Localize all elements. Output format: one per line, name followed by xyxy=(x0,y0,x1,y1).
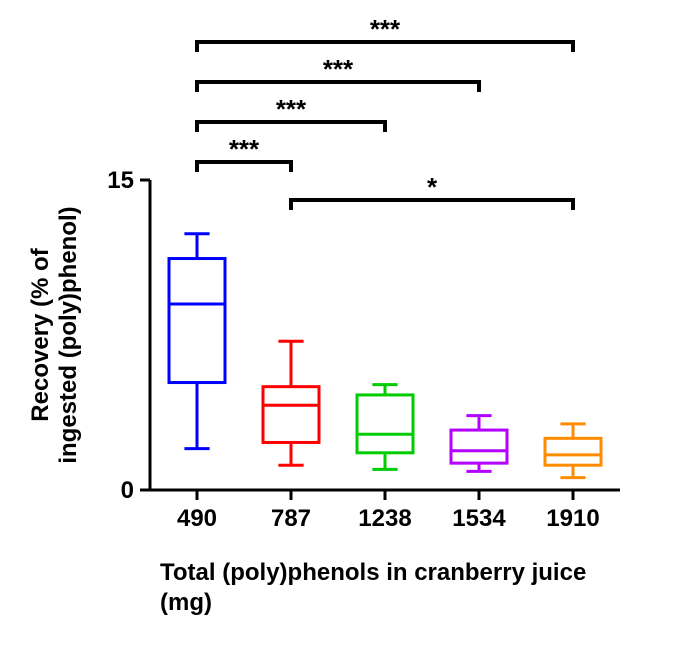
y-tick-label: 0 xyxy=(121,477,134,504)
x-tick-label: 1910 xyxy=(546,505,599,532)
box xyxy=(357,395,413,453)
box xyxy=(263,387,319,443)
significance-label: *** xyxy=(276,94,307,124)
boxplot-chart: 015490787123815341910*************Recove… xyxy=(0,0,678,671)
box xyxy=(451,430,507,463)
significance-label: * xyxy=(427,172,438,202)
y-tick-label: 15 xyxy=(107,167,134,194)
y-axis-label: Recovery (% ofingested (poly)phenol) xyxy=(27,206,82,463)
x-tick-label: 1238 xyxy=(358,505,411,532)
x-axis-label: Total (poly)phenols in cranberry juice(m… xyxy=(160,559,586,616)
box xyxy=(169,259,225,383)
x-tick-label: 490 xyxy=(177,505,217,532)
significance-label: *** xyxy=(370,14,401,44)
x-tick-label: 1534 xyxy=(452,505,506,532)
box xyxy=(545,438,601,465)
x-tick-label: 787 xyxy=(271,505,311,532)
significance-label: *** xyxy=(323,54,354,84)
significance-label: *** xyxy=(229,134,260,164)
